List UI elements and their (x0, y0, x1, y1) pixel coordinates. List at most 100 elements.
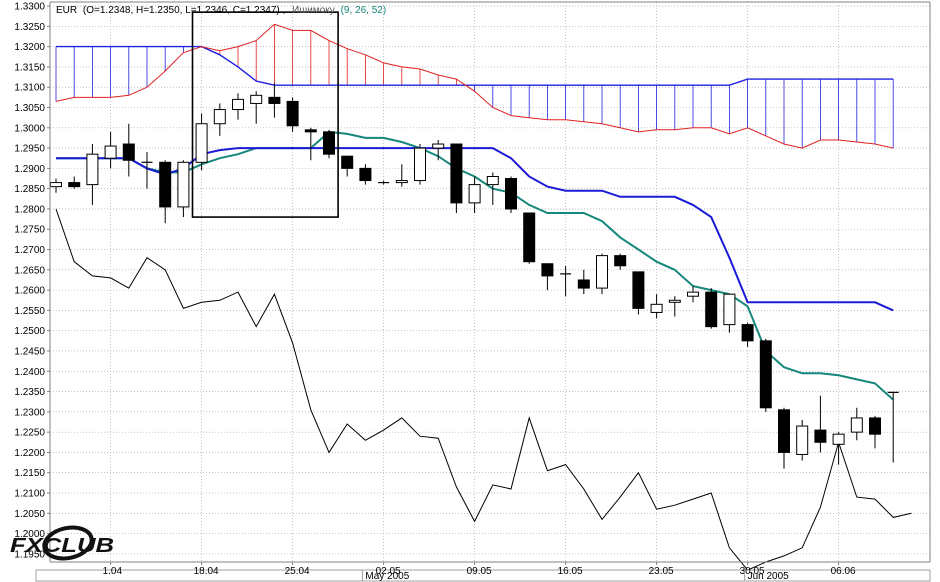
y-tick-label: 1.2650 (14, 265, 45, 276)
y-tick-label: 1.3050 (14, 103, 45, 114)
candle-body (577, 279, 590, 289)
candle-body (341, 155, 354, 169)
candle (232, 93, 244, 120)
candle (86, 144, 99, 205)
y-tick-label: 1.2550 (14, 306, 45, 317)
month-label: May 2005 (365, 571, 409, 582)
candle-body (796, 425, 809, 455)
candle-body (687, 291, 699, 297)
fxclub-logo: FXCLUB (10, 525, 114, 561)
logo-text: FXCLUB (10, 535, 114, 557)
y-tick-label: 1.3300 (14, 2, 45, 13)
candle-body (177, 161, 190, 208)
month-strip (35, 569, 931, 582)
candle (414, 144, 426, 185)
candle (687, 286, 699, 303)
candle (887, 391, 899, 463)
candle (741, 322, 754, 347)
y-axis-tick-labels: 1.3300 1.3250 1.3200 1.3150 1.3100 1.3050 1.30… (14, 2, 50, 560)
y-tick-label: 1.3250 (14, 22, 45, 33)
candlesticks (50, 83, 899, 469)
candle-body (596, 255, 608, 289)
candle-body (832, 433, 845, 445)
candle (359, 164, 372, 185)
y-tick-label: 1.2850 (14, 184, 45, 195)
candle (432, 139, 445, 161)
candle-body (195, 123, 208, 163)
candle (486, 172, 499, 205)
header-indicator-name: Ишимоку (292, 5, 335, 16)
chikou-span-line (55, 208, 912, 571)
candle (705, 288, 718, 329)
y-tick-label: 1.2600 (14, 286, 45, 297)
candle-body (213, 109, 226, 125)
senkou-span-b-line (56, 45, 894, 86)
y-tick-label: 1.2300 (14, 407, 45, 418)
y-tick-label: 1.2350 (14, 387, 45, 398)
candle (668, 296, 681, 317)
x-tick-label: 02.05 (376, 566, 401, 577)
candle (323, 129, 335, 159)
candle-body (505, 178, 517, 210)
candle (850, 407, 863, 441)
candle-body (323, 131, 335, 155)
candle (523, 212, 536, 264)
candle (68, 176, 81, 189)
header-symbol: EUR (56, 5, 77, 16)
y-tick-label: 1.2950 (14, 144, 45, 155)
x-tick-label: 25.04 (285, 566, 310, 577)
candle-body (122, 143, 135, 161)
candle-body (632, 271, 645, 309)
y-tick-label: 1.2050 (14, 509, 45, 520)
candle-body (778, 409, 790, 453)
header-indicator-params: (9, 26, 52) (341, 5, 387, 16)
candle (450, 143, 463, 214)
x-tick-label: 09.05 (467, 566, 492, 577)
candle-body (650, 303, 663, 313)
candle-body (705, 291, 718, 328)
candle (869, 415, 881, 449)
candle (213, 103, 226, 136)
y-tick-label: 1.2400 (14, 367, 45, 378)
y-tick-label: 1.3000 (14, 123, 45, 134)
candle (723, 293, 736, 333)
y-tick-label: 1.2100 (14, 489, 45, 500)
y-tick-label: 1.1950 (14, 549, 45, 560)
candle-body (741, 324, 754, 342)
candle (632, 271, 645, 315)
y-tick-label: 1.2200 (14, 448, 45, 459)
candle (759, 338, 772, 412)
candle-body (359, 167, 372, 182)
candle (468, 176, 481, 214)
x-axis-tick-labels: 1.04 18.04 25.04 02.05 09.05 16.05 23.05 30.05 0… (103, 562, 856, 582)
x-tick-label: 23.05 (649, 566, 674, 577)
candle (159, 160, 172, 224)
y-tick-label: 1.2750 (14, 225, 45, 236)
candle (577, 269, 590, 295)
x-tick-label: 18.04 (194, 566, 219, 577)
tenkan-sen-line (56, 147, 894, 312)
candle (250, 91, 263, 124)
candle (341, 155, 354, 177)
annotations (191, 11, 339, 218)
y-tick-label: 1.2000 (14, 529, 45, 540)
candle-body (468, 184, 481, 204)
y-tick-label: 1.2500 (14, 326, 45, 337)
candle-body (541, 263, 554, 277)
candle-body (232, 98, 244, 111)
y-tick-label: 1.2250 (14, 428, 45, 439)
candle-body (450, 143, 463, 204)
candle-body (523, 212, 536, 263)
candle (141, 152, 153, 189)
candle-body (668, 299, 681, 303)
candle (796, 419, 809, 461)
y-tick-label: 1.2450 (14, 346, 45, 357)
candle (177, 160, 190, 218)
x-tick-label: 1.04 (103, 566, 123, 577)
candle-body (286, 100, 299, 127)
candle (304, 127, 317, 161)
candle (614, 253, 627, 270)
candle-body (814, 429, 827, 443)
candle (195, 113, 208, 171)
